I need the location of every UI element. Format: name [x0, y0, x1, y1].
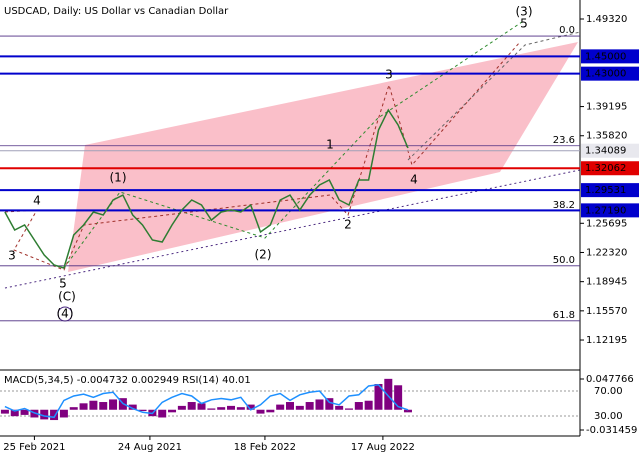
price-label: 1.34089 [585, 146, 626, 157]
macd-bar [207, 408, 216, 410]
price-label: 1.29531 [585, 185, 626, 196]
projection [407, 31, 581, 161]
macd-bar [69, 407, 78, 410]
wave-label: (3) [516, 5, 533, 19]
wave-label: 4 [33, 194, 41, 208]
wave-label: 5 [520, 17, 528, 31]
indicator-title: MACD(5,34,5) -0.004732 0.002949 RSI(14) … [4, 375, 251, 386]
macd-bar [10, 409, 19, 417]
channel [68, 42, 578, 272]
macd-bar [286, 402, 294, 410]
x-tick-label: 17 Aug 2022 [351, 442, 415, 453]
fib-label: 23.6 [553, 135, 575, 146]
wave-label: 1 [326, 138, 334, 152]
wave-label: 4 [410, 173, 418, 187]
y-tick-label: 1.25695 [586, 218, 627, 229]
y2-tick-label: 30.00 [594, 411, 623, 422]
macd-bar [89, 400, 98, 410]
macd-bar [325, 398, 334, 410]
macd-bar [394, 385, 403, 410]
wave-path [4, 41, 521, 271]
wave-label: 5 [59, 277, 67, 291]
fib-label: 50.0 [553, 255, 575, 266]
wave-label: (C) [58, 290, 76, 304]
macd-bar [59, 409, 68, 418]
price-label-box [581, 143, 639, 158]
price-label-box [581, 49, 639, 64]
price-label: 1.43000 [585, 69, 626, 80]
macd-bar [266, 409, 275, 413]
macd-bar [20, 409, 29, 415]
price-label: 1.45000 [585, 51, 626, 62]
y-tick-label: 1.39195 [586, 102, 627, 113]
y-tick-label: 1.12195 [586, 335, 627, 346]
macd-bar [354, 402, 363, 410]
macd-bar [344, 408, 353, 410]
macd-bar [236, 407, 245, 410]
macd-bar [374, 383, 383, 410]
macd-bar [0, 409, 9, 414]
y-tick-label: 1.18945 [586, 277, 627, 288]
fib-label: 38.2 [553, 200, 575, 211]
price-label-box [581, 183, 639, 198]
y-tick-label: -0.031459 [586, 425, 637, 436]
macd-bar [158, 409, 167, 418]
wave-label: (1) [110, 171, 127, 185]
chart-title: USDCAD, Daily: US Dollar vs Canadian Dol… [4, 6, 229, 17]
macd-bar [50, 409, 59, 421]
macd-bar [305, 402, 314, 410]
macd-bar [335, 405, 344, 410]
price-label-box [581, 203, 639, 218]
wave-label: 3 [8, 249, 16, 263]
macd-bar [403, 409, 412, 413]
wave-label: 3 [385, 68, 393, 82]
rsi-line [4, 384, 409, 419]
macd-bar [227, 405, 236, 410]
macd-bar [246, 404, 255, 410]
macd-bar [40, 409, 49, 420]
x-tick-label: 18 Feb 2022 [234, 442, 296, 453]
price-line [4, 108, 409, 269]
macd-bar [384, 378, 393, 410]
macd-bar [364, 400, 373, 410]
wave-path [63, 19, 526, 269]
x-tick-label: 24 Aug 2021 [118, 442, 182, 453]
macd-bar [276, 404, 285, 410]
macd-bar [315, 399, 324, 410]
y-tick-label: 1.49320 [586, 14, 627, 25]
macd-bar [138, 409, 147, 412]
y-tick-label: 1.22320 [586, 247, 627, 258]
fib-label: 61.8 [553, 310, 575, 321]
y-tick-label: 1.35820 [586, 131, 627, 142]
macd-bar [256, 409, 265, 414]
annotation-circle [57, 306, 73, 322]
macd-bar [168, 409, 177, 413]
macd-bar [99, 402, 108, 410]
macd-bar [79, 403, 88, 410]
wave-label: 2 [344, 218, 352, 232]
macd-bar [177, 405, 186, 410]
x-tick-label: 25 Feb 2021 [3, 442, 65, 453]
price-label-box [581, 66, 639, 81]
macd-bar [295, 405, 304, 410]
y-tick-label: 0.047766 [586, 374, 634, 385]
macd-bar [197, 403, 206, 410]
macd-bar [217, 407, 226, 410]
macd-bar [109, 399, 118, 410]
price-label: 1.32062 [585, 163, 626, 174]
y-tick-label: 1.15570 [586, 306, 627, 317]
fib-label: 0.0 [559, 25, 575, 36]
macd-bar [187, 402, 196, 410]
wave-label: (4) [57, 307, 74, 321]
price-label-box [581, 161, 639, 176]
y2-tick-label: 70.00 [594, 386, 623, 397]
price-label: 1.27190 [585, 205, 626, 216]
wave-label: (2) [255, 248, 272, 262]
macd-bar [128, 404, 137, 410]
